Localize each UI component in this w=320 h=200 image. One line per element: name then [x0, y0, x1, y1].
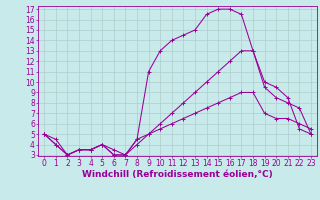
- X-axis label: Windchill (Refroidissement éolien,°C): Windchill (Refroidissement éolien,°C): [82, 170, 273, 179]
